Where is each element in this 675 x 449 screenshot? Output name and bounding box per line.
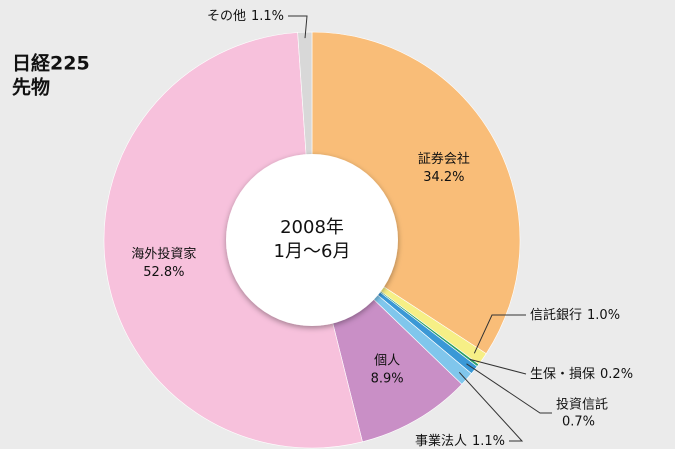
leader-line (458, 371, 524, 442)
donut (103, 31, 521, 449)
value-label: 1.1% (251, 9, 284, 24)
chart-title: 先物 (12, 76, 50, 99)
slice-label: 事業法人 (415, 433, 467, 449)
slice-label: 海外投資家 (131, 246, 196, 262)
value-label: 8.9% (371, 371, 404, 386)
slice-label: その他 (207, 9, 246, 24)
leader-line (466, 363, 552, 414)
chart-title: 日経225 (12, 52, 90, 75)
center-label: 2008年 (280, 217, 344, 238)
leader-line (473, 314, 526, 354)
donut-hole (226, 154, 398, 326)
value-label: 34.2% (423, 170, 464, 185)
slice-label: 証券会社 (418, 151, 470, 167)
slice-label: 投資信託 (556, 397, 608, 413)
value-label: 1.1% (472, 434, 505, 449)
slice-label-group: その他 1.1% (207, 9, 284, 24)
slice-label: 信託銀行 (530, 307, 582, 323)
leader-line (288, 15, 308, 39)
center-label: 1月〜6月 (274, 241, 351, 262)
value-label: 1.0% (587, 308, 620, 323)
value-label: 0.7% (562, 415, 595, 430)
slice-label: 生保・損保 (530, 367, 595, 382)
slice-label-group: 生保・損保 0.2% (530, 367, 633, 382)
slice-label-group: 事業法人 1.1% (415, 433, 505, 449)
slice-label-group: 信託銀行 1.0% (530, 307, 620, 323)
slice-label: 個人 (374, 353, 400, 368)
value-label: 52.8% (143, 265, 184, 280)
value-label: 0.2% (600, 367, 633, 382)
leader-line (469, 358, 527, 375)
